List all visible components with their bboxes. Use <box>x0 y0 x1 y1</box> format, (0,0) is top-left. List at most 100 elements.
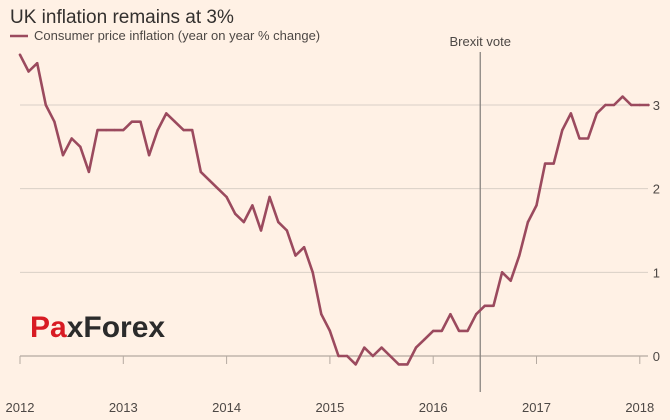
data-point <box>526 220 530 224</box>
data-point <box>457 329 461 333</box>
data-point <box>475 313 478 316</box>
data-point <box>87 170 91 174</box>
data-point <box>36 62 39 65</box>
data-point <box>500 271 504 274</box>
data-point <box>44 103 47 107</box>
data-point <box>147 154 151 157</box>
x-tick-label: 2015 <box>315 400 344 415</box>
data-point <box>586 137 590 140</box>
legend-label: Consumer price inflation (year on year %… <box>34 28 320 43</box>
data-point <box>320 313 323 316</box>
data-point <box>182 128 185 132</box>
data-point <box>371 354 375 358</box>
data-point <box>251 204 254 207</box>
data-point <box>432 329 435 333</box>
chart-title: UK inflation remains at 3% <box>10 7 234 28</box>
data-point <box>156 128 159 132</box>
data-point <box>165 112 168 115</box>
data-point <box>27 70 30 73</box>
data-point <box>130 120 134 123</box>
data-point <box>595 112 598 115</box>
data-point <box>242 220 245 224</box>
data-point <box>569 112 573 115</box>
data-point <box>604 103 607 107</box>
data-point <box>61 154 65 157</box>
x-tick-label: 2012 <box>6 400 35 415</box>
gridlines <box>20 104 648 357</box>
svg-text:PaxForex: PaxForex <box>30 311 165 344</box>
data-point <box>285 229 289 232</box>
data-point <box>389 354 392 358</box>
data-point <box>345 354 349 358</box>
data-point <box>363 346 366 349</box>
x-tick-label: 2016 <box>419 400 448 415</box>
data-point <box>216 187 220 190</box>
data-point <box>612 103 616 107</box>
data-point <box>423 338 426 341</box>
data-point <box>173 120 177 123</box>
data-point <box>302 246 306 249</box>
data-point <box>552 162 555 165</box>
data-point <box>518 254 521 257</box>
data-point <box>18 53 22 56</box>
data-point <box>509 279 512 282</box>
data-point <box>104 128 108 132</box>
data-point <box>225 195 228 199</box>
data-point <box>397 363 400 366</box>
data-point <box>543 162 547 165</box>
x-tick-label: 2017 <box>522 400 551 415</box>
data-point <box>492 304 495 307</box>
data-point <box>259 229 263 232</box>
data-point <box>449 313 452 316</box>
data-point <box>79 145 82 148</box>
data-point <box>199 170 202 174</box>
data-point <box>337 354 340 358</box>
data-point <box>139 120 142 123</box>
data-point <box>483 304 486 307</box>
y-tick-label: 3 <box>653 98 660 113</box>
data-point <box>647 103 650 107</box>
y-tick-label: 2 <box>653 182 660 197</box>
data-point <box>113 128 116 132</box>
data-point <box>294 254 297 257</box>
x-tick-label: 2013 <box>109 400 138 415</box>
data-point <box>466 329 469 333</box>
data-point <box>380 346 383 349</box>
data-point <box>311 271 314 274</box>
data-point <box>630 103 633 107</box>
data-point <box>406 363 409 366</box>
annotations: Brexit vote <box>450 34 511 392</box>
data-point <box>561 128 564 132</box>
y-axis-ticks: 0 1 2 3 <box>653 98 660 364</box>
data-point <box>638 103 641 107</box>
series-line-cpi <box>18 53 650 366</box>
data-point <box>234 212 237 215</box>
data-point <box>621 95 624 98</box>
data-point <box>328 329 332 333</box>
data-point <box>535 204 538 207</box>
data-point <box>578 137 581 140</box>
y-tick-label: 1 <box>653 265 660 280</box>
data-point <box>414 346 418 349</box>
watermark-text-pa: Pa <box>30 311 67 344</box>
data-point <box>191 128 194 132</box>
data-point <box>70 137 73 140</box>
data-point <box>354 363 357 366</box>
watermark-text-x: x <box>67 311 84 344</box>
data-point <box>208 179 211 182</box>
watermark-text-f: F <box>83 311 101 344</box>
data-point <box>122 128 125 132</box>
data-point <box>440 329 443 333</box>
x-tick-label: 2018 <box>625 400 654 415</box>
y-tick-label: 0 <box>653 349 660 364</box>
data-point <box>268 195 271 199</box>
series-layer <box>18 53 650 366</box>
x-tick-label: 2014 <box>212 400 241 415</box>
data-point <box>277 220 280 224</box>
x-axis-ticks: 2012 2013 2014 2015 2016 2017 2018 <box>6 356 654 415</box>
data-point <box>96 128 99 132</box>
watermark-text-orex: orex <box>102 311 166 344</box>
watermark-logo: PaxForex <box>30 311 165 344</box>
brexit-vote-label: Brexit vote <box>450 34 511 49</box>
